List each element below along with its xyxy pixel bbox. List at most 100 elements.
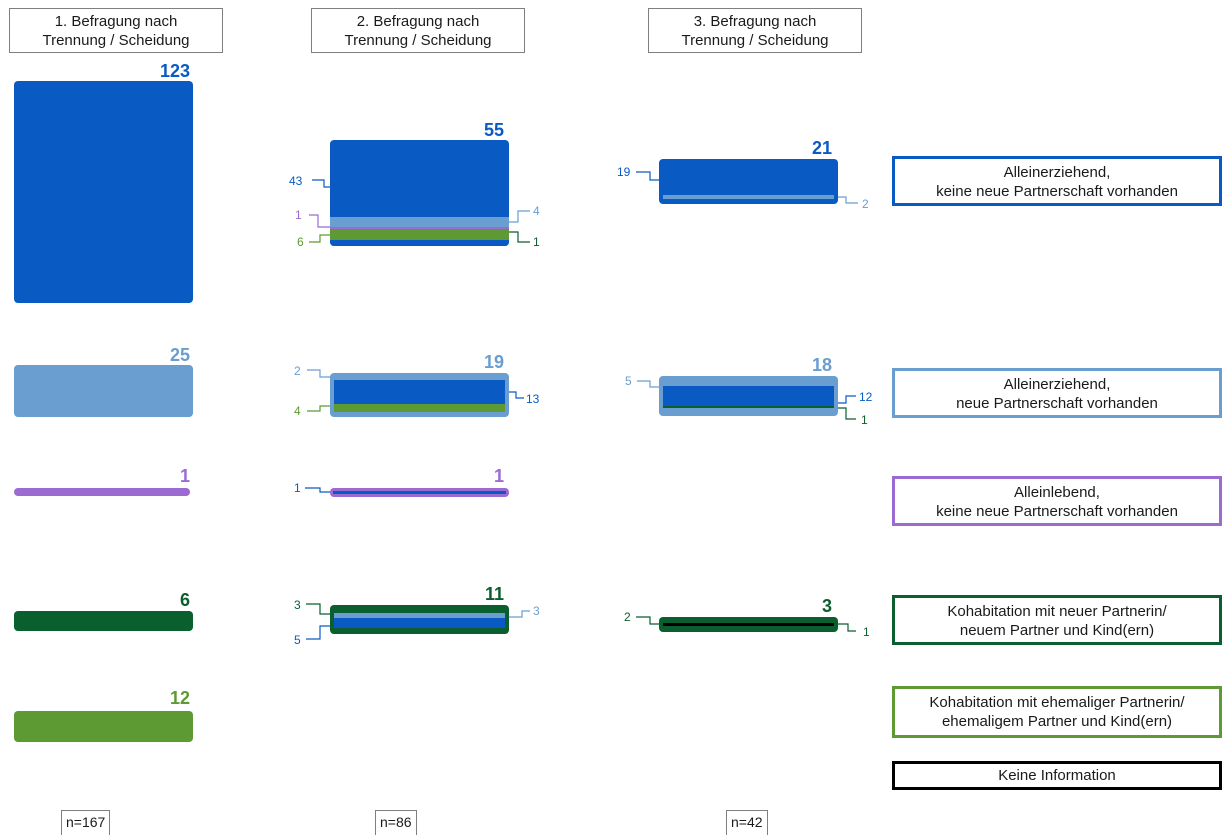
- sample-size-wave-3: n=42: [726, 810, 768, 835]
- w2-total-ae-mit: 19: [483, 352, 504, 372]
- w2-bracket-5: [306, 625, 330, 640]
- legend-line-2: keine neue Partnerschaft vorhanden: [936, 503, 1178, 520]
- header-line-1: 2. Befragung nach: [356, 13, 480, 30]
- header-wave-1: 1. Befragung nach Trennung / Scheidung: [9, 8, 223, 53]
- w2-bracket-43: [312, 179, 330, 188]
- w2-bracket-13: [509, 391, 524, 399]
- w3-flow-label: 12: [859, 390, 873, 404]
- w1-block-kohab-neu: [14, 611, 193, 631]
- w2-bracket-3: [306, 603, 330, 615]
- w3-bracket-1b: [838, 623, 856, 632]
- w2-band-kohab-ehemalig: [334, 404, 505, 412]
- legend-line-2: neue Partnerschaft vorhanden: [956, 395, 1158, 412]
- sample-size-wave-2: n=86: [375, 810, 417, 835]
- w2-band-kohab-ehemalig: [330, 229, 509, 240]
- w2-flow-label: 3: [294, 598, 301, 612]
- legend-line-1: Kohabitation mit ehemaliger Partnerin/: [929, 694, 1185, 711]
- w1-total-kohab-neu: 6: [179, 590, 190, 610]
- legend-line-2: neuem Partner und Kind(ern): [959, 622, 1155, 639]
- w1-total-alleinlebend: 1: [179, 466, 190, 486]
- legend-ae-ohne: Alleinerziehend, keine neue Partnerschaf…: [892, 156, 1222, 206]
- legend-alleinlebend: Alleinlebend, keine neue Partnerschaft v…: [892, 476, 1222, 526]
- w3-total-ae-ohne: 21: [811, 138, 832, 158]
- w2-flow-label: 2: [294, 364, 301, 378]
- legend-line-2: ehemaligem Partner und Kind(ern): [941, 713, 1173, 730]
- w2-flow-label: 4: [294, 404, 301, 418]
- legend-line-1: Alleinerziehend,: [1003, 376, 1111, 393]
- legend-keine-info: Keine Information: [892, 761, 1222, 790]
- w2-band-kohab-neu: [330, 240, 509, 246]
- w2-flow-label: 1: [294, 481, 301, 495]
- w2-flow-label: 4: [533, 204, 540, 218]
- w2-flow-label: 6: [297, 235, 304, 249]
- w2-flow-label: 1: [533, 235, 540, 249]
- header-wave-2: 2. Befragung nach Trennung / Scheidung: [311, 8, 525, 53]
- w1-block-ae-mit: [14, 365, 193, 417]
- w2-bracket-3r: [509, 610, 530, 618]
- w3-bracket-19: [636, 171, 659, 181]
- w2-block-ae-mit: [330, 373, 509, 417]
- header-wave-3: 3. Befragung nach Trennung / Scheidung: [648, 8, 862, 53]
- w3-block-ae-ohne: [659, 159, 838, 204]
- w2-bracket-4: [509, 210, 530, 223]
- header-line-2: Trennung / Scheidung: [681, 32, 829, 49]
- w2-bracket-1: [309, 214, 330, 228]
- header-line-1: 3. Befragung nach: [693, 13, 817, 30]
- w1-block-ae-ohne: [14, 81, 193, 303]
- w2-bracket-1c: [305, 487, 330, 493]
- header-line-1: 1. Befragung nach: [54, 13, 178, 30]
- w2-bracket-6: [309, 234, 330, 243]
- w2-band-alleinlebend: [330, 227, 509, 229]
- w3-block-kohab-neu: [659, 617, 838, 632]
- w2-total-kohab-neu: 11: [484, 584, 504, 604]
- legend-kohab-neu: Kohabitation mit neuer Partnerin/ neuem …: [892, 595, 1222, 645]
- w2-band-ae-mit: [330, 217, 509, 227]
- w3-bracket-2b: [636, 616, 659, 625]
- w1-block-kohab-ehemalig: [14, 711, 193, 742]
- w3-flow-label: 1: [861, 413, 868, 427]
- w3-block-ae-mit: [659, 376, 838, 416]
- w3-band-ae-ohne: [663, 386, 834, 406]
- w2-flow-label: 43: [289, 174, 303, 188]
- w3-band-ae-mit: [663, 195, 834, 199]
- w2-bracket-2: [307, 369, 330, 378]
- w3-total-kohab-neu: 3: [821, 596, 832, 616]
- w3-bracket-5: [637, 380, 659, 388]
- w3-flow-label: 2: [624, 610, 631, 624]
- header-line-2: Trennung / Scheidung: [42, 32, 190, 49]
- w2-flow-label: 13: [526, 392, 540, 406]
- w2-band-ae-ohne: [333, 491, 506, 494]
- w2-block-ae-ohne: [330, 140, 509, 246]
- w2-total-ae-ohne: 55: [483, 120, 504, 140]
- legend-line-1: Keine Information: [998, 767, 1116, 784]
- w2-bracket-1r: [509, 231, 530, 243]
- w2-flow-label: 3: [533, 604, 540, 618]
- w3-band-keine-info: [663, 623, 834, 626]
- header-line-2: Trennung / Scheidung: [344, 32, 492, 49]
- w2-total-alleinlebend: 1: [493, 466, 504, 486]
- w3-flow-label: 1: [863, 625, 870, 639]
- w2-band-ae-ohne: [334, 618, 505, 628]
- w3-flow-label: 19: [617, 165, 631, 179]
- legend-ae-mit: Alleinerziehend, neue Partnerschaft vorh…: [892, 368, 1222, 418]
- w3-flow-label: 5: [625, 374, 632, 388]
- w3-bracket-2: [838, 196, 858, 204]
- w1-total-ae-ohne: 123: [159, 61, 190, 81]
- w2-bracket-4b: [307, 405, 330, 412]
- w3-bracket-1: [838, 407, 856, 420]
- w1-total-kohab-ehemalig: 12: [169, 688, 190, 708]
- w3-bracket-12: [838, 395, 856, 404]
- w1-block-alleinlebend: [14, 488, 190, 496]
- w2-band-ae-ohne: [334, 380, 505, 404]
- legend-line-1: Alleinlebend,: [1014, 484, 1100, 501]
- sample-size-wave-1: n=167: [61, 810, 111, 835]
- legend-line-2: keine neue Partnerschaft vorhanden: [936, 183, 1178, 200]
- w3-band-kohab-neu: [663, 406, 834, 408]
- w2-block-alleinlebend: [330, 488, 509, 497]
- legend-line-1: Kohabitation mit neuer Partnerin/: [947, 603, 1167, 620]
- legend-kohab-ehemalig: Kohabitation mit ehemaliger Partnerin/ e…: [892, 686, 1222, 738]
- legend-line-1: Alleinerziehend,: [1003, 164, 1111, 181]
- w3-total-ae-mit: 18: [811, 355, 832, 375]
- w3-flow-label: 2: [862, 197, 869, 211]
